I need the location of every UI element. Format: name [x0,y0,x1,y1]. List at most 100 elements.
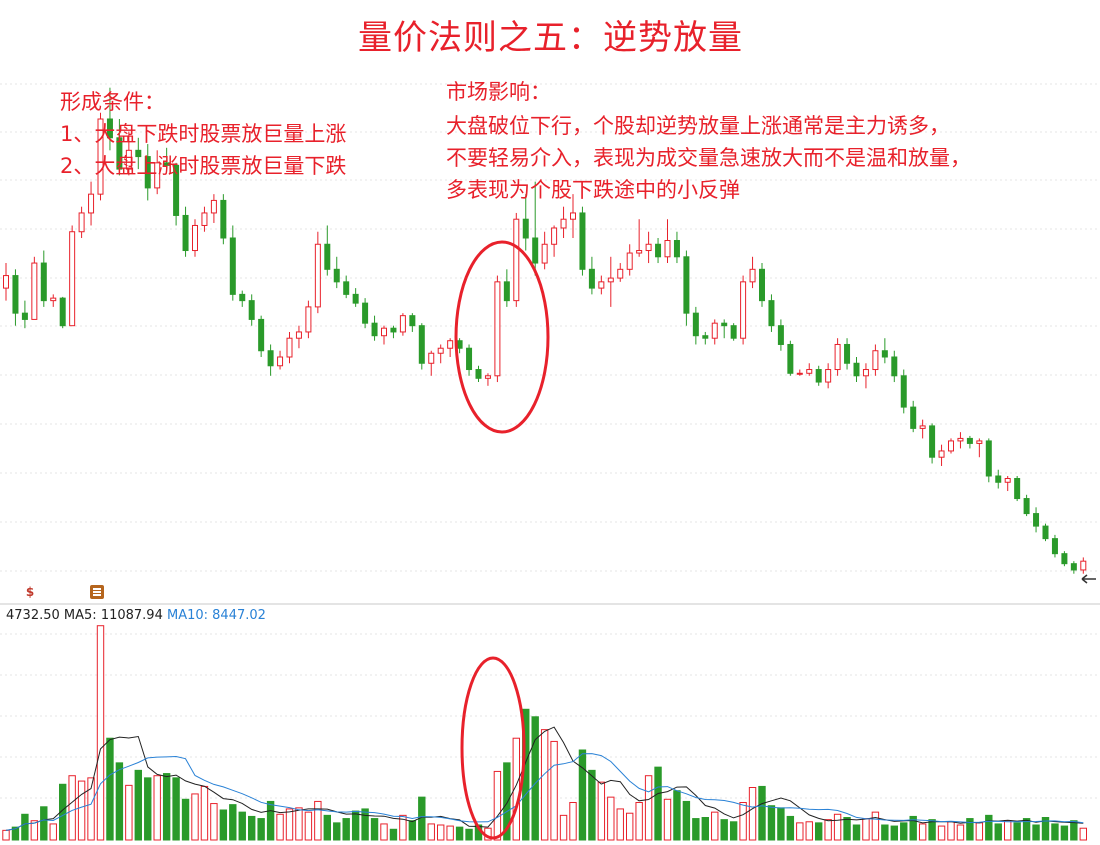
candle-down [229,237,236,295]
volume-bar-down [144,777,152,841]
volume-bar-down [843,817,851,841]
candle-up [295,331,302,339]
volume-bar-down [682,800,691,841]
volume-bar-up [805,821,813,841]
volume-bar-up [947,821,955,841]
volume-bar-down [1070,820,1078,841]
volume-bar-down [162,773,171,841]
condition-item-1: 1、大盘下跌时股票放巨量上涨 [60,122,347,146]
volume-bar-down [181,798,190,841]
candle-down [409,315,416,327]
volume-bar-up [644,775,653,841]
volume-bar-down [248,815,256,841]
candle-down [759,268,765,302]
volume-bar-up [437,824,445,841]
candle-down [1042,525,1049,540]
candle-down [966,437,973,444]
candle-down [721,322,728,327]
candle-down [135,149,142,158]
candle-up [570,212,576,220]
volume-bar-down [106,737,114,841]
volume-bar-down [238,811,246,841]
volume-bar-down [266,800,275,841]
candle-down [579,212,586,270]
candle-down [362,302,369,324]
price-gridlines [0,83,1100,572]
volume-bar-down [342,818,350,841]
candle-up [78,212,85,233]
volume-bar-down [881,824,889,841]
candle-down [40,262,47,302]
candle-up [314,243,321,308]
volume-bar-down [900,822,908,841]
candle-up [645,243,652,252]
volume-bar-down [1032,824,1040,841]
candle-up [976,440,983,444]
volume-bar-up [937,825,946,841]
volume-bar-down [588,769,596,841]
volume-bar-up [295,807,303,841]
volume-bar-up [200,785,209,841]
volume-bar-up [314,800,322,841]
volume-bar-down [758,785,766,841]
candle-down [59,297,66,327]
candle-up [381,327,387,337]
volume-bar-up [87,777,95,841]
volume-bar-up [304,811,313,841]
volume-bar-up [191,793,199,841]
candle-up [305,306,312,333]
candle-down [995,475,1002,483]
candle-down [522,218,529,239]
volume-bar-up [796,822,804,841]
candle-down [900,375,907,408]
candle-down [1023,498,1030,515]
candle-up [484,375,491,379]
candle-down [1033,513,1040,527]
volume-bar-down [994,823,1002,841]
candle-up [97,118,104,195]
candle-down [683,256,690,314]
volume-ma-lines [5,726,1084,831]
candle-down [853,362,860,377]
candle-down [475,369,482,379]
candle-up [948,440,954,452]
dollar-icon[interactable]: $ [25,585,35,599]
volume-bar-down [333,822,341,841]
candle-down [21,312,28,320]
volume-bar-down [229,804,237,841]
volume-highlight-ellipse [460,656,526,840]
candle-down [106,118,113,139]
candle-up [872,350,879,371]
candle-down [1051,538,1058,555]
volume-bar-down [408,820,417,841]
volume-bar-down [257,818,265,841]
candle-up [636,250,643,254]
candle-up [862,369,869,377]
candle-up [551,227,558,245]
volume-bar-down [531,716,539,841]
candle-up [919,425,926,429]
volume-bar-up [125,784,133,841]
candle-up [825,369,832,383]
volume-bar-down [172,777,180,841]
candle-down [12,275,19,314]
candle-up [31,262,38,320]
volume-bar-down [323,814,332,841]
volume-bar-up [49,823,57,841]
candle-up [88,193,95,214]
volume-bar-up [626,812,634,841]
volume-bar-up [956,824,965,841]
list-icon[interactable] [90,585,104,599]
page-title: 量价法则之五：逆势放量 [358,18,743,58]
end-arrow-icon [1081,574,1096,584]
candle-up [607,277,614,283]
volume-bar-down [729,821,738,841]
volume-bar-down [890,825,898,841]
candle-up [617,268,624,279]
volume-bar-up [276,813,284,841]
ma10-label: MA10: [166,608,209,623]
candle-down [267,350,274,367]
candle-down [881,350,888,358]
volume-bar-up [559,814,568,841]
volume-bar-up [540,729,549,841]
